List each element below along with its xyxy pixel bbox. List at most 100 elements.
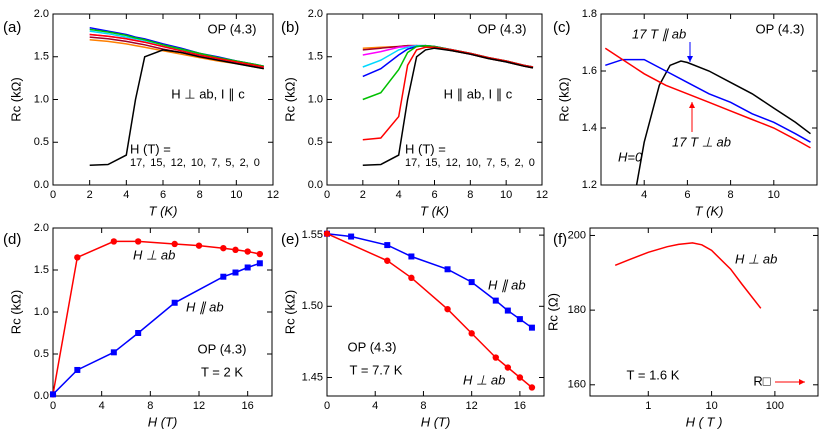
panel: (e) 0 4 8 12 16 1.45 1.50 1.55 H (T) Rc (kΩ) H ∥ ab… [281,227,545,429]
x-tick-label: 1 [645,400,651,412]
x-tick-label: 4 [123,189,129,201]
marker [244,264,251,271]
marker [323,230,331,237]
x-tick-label: 10 [768,189,780,201]
y-axis-title: Rc (kΩ) [8,290,23,334]
series-line [614,242,762,309]
marker [444,266,451,273]
y-tick-label: 1.4 [582,122,597,134]
marker [408,274,415,282]
x-tick-label: 8 [467,189,473,201]
marker [134,238,142,245]
panel-label: (b) [281,19,299,36]
x-tick-label: 12 [466,400,478,412]
y-tick-label: 1.5 [34,264,49,276]
legend-entry: 7, [486,157,495,169]
panel: (b) 0 2 4 6 8 10 12 0.0 0.5 1.0 1.5 2.0 T (K) Rc (kΩ) O… [281,8,548,219]
annotation: H ⊥ ab, I ∥ c [171,86,245,101]
annotation: T = 1.6 K [627,367,680,382]
annotation: T = 7.7 K [350,362,403,377]
y-axis-title: Rc (kΩ) [282,290,297,334]
y-tick-label: 1.45 [302,371,323,383]
series-line [362,47,534,167]
x-tick-label: 4 [396,189,402,201]
y-tick-label: 200 [568,229,586,241]
series-line [604,47,811,149]
legend-entry: 5, [225,157,234,169]
y-axis-title: Rc (kΩ) [8,77,23,121]
marker [384,257,391,264]
plot-frame [326,227,545,397]
y-tick-label: 1.5 [308,51,323,63]
x-tick-label: 6 [431,189,437,201]
legend-entry: 17, [405,157,420,169]
x-tick-label: 4 [99,400,105,412]
y-axis-title: Rc (kΩ) [282,77,297,121]
x-tick-label: 8 [728,189,734,201]
x-tick-label: 0 [324,189,330,201]
y-tick-label: 1.5 [34,51,49,63]
annotation: OP (4.3) [348,339,397,354]
marker [468,279,475,286]
marker [348,233,355,240]
series-line [635,60,811,185]
legend-title: H (T) = [130,141,171,156]
marker [171,240,178,248]
y-tick-label: 2.0 [34,8,49,20]
y-tick-label: 160 [568,379,586,391]
y-tick-label: 0.0 [308,179,323,191]
marker [232,269,239,276]
panel: (f) 1 10 100 160 180 200 H ( T ) Rc (Ω) H ⊥ ab T =… [545,227,819,429]
series-label: 17 T ∥ ab [632,26,686,41]
y-tick-label: 0.5 [34,348,49,360]
legend-entry: 17, [130,157,145,169]
x-tick-label: 2 [360,189,366,201]
x-axis-title: H (T) [148,414,178,429]
arrow-head [799,379,805,385]
y-tick-label: 1.6 [582,65,597,77]
marker [528,384,536,391]
legend-entry: 12, [171,157,186,169]
panel-label: (f) [553,231,567,248]
annotation: OP (4.3) [478,21,527,36]
marker [110,238,118,245]
series-label: H ⊥ ab [463,372,505,387]
annotation: R□ [753,373,770,388]
x-axis-title: H (T) [421,414,451,429]
y-tick-label: 1.0 [34,306,49,318]
panel-label: (e) [281,231,299,248]
series-line [89,49,264,167]
x-axis-title: H ( T ) [686,414,723,429]
marker [504,364,512,371]
series-line [89,33,264,68]
x-tick-label: 4 [641,189,647,201]
y-tick-label: 2.0 [34,222,49,234]
x-tick-label: 8 [147,400,153,412]
series-label: H ∥ ab [488,277,526,292]
panel: (c) 4 6 8 10 1.2 1.4 1.6 1.8 T (K) Rc (kΩ) H=0 17 T … [553,8,818,218]
marker [195,242,203,249]
y-tick-label: 0.0 [34,179,49,191]
marker [256,260,263,267]
plot-frame [589,227,819,397]
y-tick-label: 1.2 [582,179,597,191]
marker [492,354,499,361]
annotation: OP (4.3) [756,21,805,36]
x-tick-label: 12 [536,189,548,201]
x-tick-label: 4 [372,400,378,412]
series-label: H ⊥ ab [133,247,175,262]
y-axis-title: Rc (kΩ) [556,77,571,121]
marker [110,349,117,356]
series-line [53,240,260,395]
x-tick-label: 10 [500,189,512,201]
annotation: OP (4.3) [198,341,247,356]
x-axis-title: T (K) [149,203,178,218]
series-label: H ⊥ ab [735,251,777,266]
x-tick-label: 10 [230,189,242,201]
legend-entry: 10, [191,157,206,169]
y-axis-title: Rc (Ω) [545,293,560,331]
arrow-head [689,102,695,108]
x-tick-label: 8 [420,400,426,412]
marker [220,244,227,252]
panel-label: (c) [553,19,571,36]
